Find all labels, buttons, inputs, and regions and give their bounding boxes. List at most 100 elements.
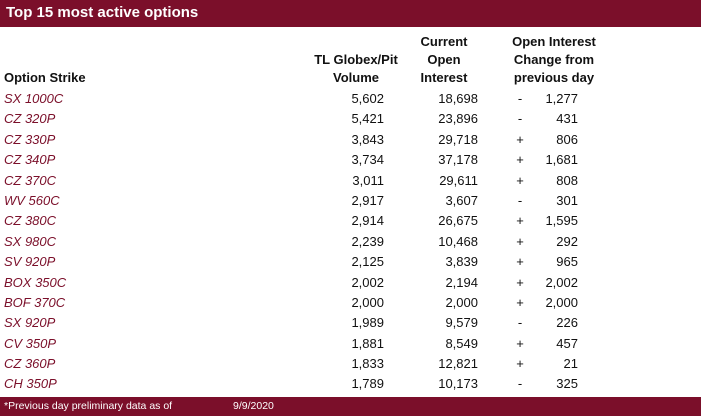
open-interest-value: 2,000 (445, 294, 478, 310)
change-sign: - (517, 111, 523, 127)
option-strike: CZ 360P (4, 356, 56, 372)
header-oi-change: Open Interest Change from previous day (494, 33, 614, 87)
change-sign: - (517, 315, 523, 331)
open-interest-value: 37,178 (438, 152, 478, 168)
option-strike: SV 920P (4, 254, 56, 270)
table-row: CH 350P 1,789 10,173 - 325 (0, 374, 701, 394)
open-interest-value: 23,896 (438, 111, 478, 127)
open-interest-value: 29,718 (438, 131, 478, 147)
header-chg-line3: previous day (513, 70, 595, 85)
change-sign: - (517, 192, 523, 208)
change-value: 806 (556, 131, 578, 147)
header-chg-line2: Change from (513, 52, 595, 67)
option-strike: SX 980C (4, 233, 57, 249)
volume-value: 2,914 (351, 213, 384, 229)
footer-bar: *Previous day preliminary data as of 9/9… (0, 397, 701, 416)
options-table-body: SX 1000C 5,602 18,698 - 1,277 CZ 320P 5,… (0, 89, 701, 395)
table-row: SX 920P 1,989 9,579 - 226 (0, 313, 701, 333)
option-strike: SX 1000C (4, 91, 64, 106)
change-value: 2,000 (545, 294, 578, 310)
volume-value: 3,011 (352, 172, 384, 188)
open-interest-value: 3,607 (445, 192, 478, 208)
header-option-strike-label: Option Strike (4, 70, 86, 85)
change-sign: + (516, 335, 524, 351)
change-sign: + (516, 131, 524, 147)
volume-value: 3,843 (351, 131, 384, 147)
change-sign: - (517, 91, 523, 106)
table-row: BOX 350C 2,002 2,194 + 2,002 (0, 273, 701, 293)
table-row: CZ 360P 1,833 12,821 + 21 (0, 354, 701, 374)
option-strike: CH 350P (4, 376, 57, 392)
change-value: 431 (556, 111, 578, 127)
open-interest-value: 9,579 (445, 315, 478, 331)
table-row: SV 920P 2,125 3,839 + 965 (0, 252, 701, 272)
option-strike: CV 350P (4, 335, 57, 351)
change-value: 1,595 (545, 213, 578, 229)
header-oi-line3: Interest (420, 70, 468, 85)
change-sign: - (517, 376, 523, 392)
option-strike: BOX 350C (4, 274, 67, 290)
change-sign: + (516, 213, 524, 229)
volume-value: 2,002 (351, 274, 384, 290)
open-interest-value: 10,173 (438, 376, 478, 392)
table-row: SX 980C 2,239 10,468 + 292 (0, 232, 701, 252)
option-strike: CZ 320P (4, 111, 56, 127)
table-row: SX 1000C 5,602 18,698 - 1,277 (0, 89, 701, 109)
volume-value: 2,917 (351, 192, 384, 208)
table-row: CZ 320P 5,421 23,896 - 431 (0, 109, 701, 129)
change-sign: + (516, 254, 524, 270)
change-sign: + (516, 356, 524, 372)
table-row: WV 560C 2,917 3,607 - 301 (0, 191, 701, 211)
volume-value: 1,789 (351, 376, 384, 392)
change-value: 457 (556, 335, 578, 351)
change-value: 2,002 (545, 274, 578, 290)
footer-note: *Previous day preliminary data as of (4, 400, 173, 412)
table-row: CZ 380C 2,914 26,675 + 1,595 (0, 211, 701, 231)
open-interest-value: 2,194 (445, 274, 478, 290)
header-volume-line2: Volume (333, 70, 379, 85)
option-strike: BOF 370C (4, 294, 66, 310)
change-sign: + (516, 233, 524, 249)
option-strike: SX 920P (4, 315, 56, 331)
change-value: 1,277 (545, 91, 578, 106)
volume-value: 3,734 (351, 152, 384, 168)
open-interest-value: 18,698 (438, 91, 478, 106)
table-row: CZ 340P 3,734 37,178 + 1,681 (0, 150, 701, 170)
volume-value: 2,125 (351, 254, 384, 270)
change-value: 301 (556, 192, 578, 208)
option-strike: CZ 370C (4, 172, 57, 188)
open-interest-value: 8,549 (445, 335, 478, 351)
change-value: 325 (556, 376, 578, 392)
change-sign: + (516, 152, 524, 168)
change-value: 808 (556, 172, 578, 188)
change-value: 21 (563, 356, 578, 372)
title-bar: Top 15 most active options (0, 0, 701, 27)
table-row: CZ 370C 3,011 29,611 + 808 (0, 171, 701, 191)
change-sign: + (516, 172, 524, 188)
header-oi-line2: Open (427, 52, 461, 67)
table-row: BOF 370C 2,000 2,000 + 2,000 (0, 293, 701, 313)
open-interest-value: 12,821 (438, 356, 478, 372)
header-chg-line1: Open Interest (512, 34, 596, 49)
open-interest-value: 3,839 (445, 254, 478, 270)
table-row: CZ 330P 3,843 29,718 + 806 (0, 130, 701, 150)
report-title: Top 15 most active options (6, 4, 199, 21)
option-strike: CZ 330P (4, 131, 56, 147)
option-strike: CZ 380C (4, 213, 57, 229)
header-open-interest: Current Open Interest (404, 33, 484, 87)
option-strike: WV 560C (4, 192, 60, 208)
header-volume-line1: TL Globex/Pit (314, 52, 398, 67)
header-option-strike: Option Strike (4, 69, 86, 87)
change-sign: + (516, 274, 524, 290)
header-volume: TL Globex/Pit Volume (296, 51, 416, 87)
volume-value: 5,421 (351, 111, 384, 127)
option-strike: CZ 340P (4, 152, 56, 168)
change-value: 965 (556, 254, 578, 270)
volume-value: 5,602 (351, 91, 384, 106)
change-value: 1,681 (545, 152, 578, 168)
change-sign: + (516, 294, 524, 310)
volume-value: 1,881 (351, 335, 384, 351)
change-value: 226 (556, 315, 578, 331)
change-value: 292 (556, 233, 578, 249)
footer-date: 9/9/2020 (233, 400, 274, 412)
